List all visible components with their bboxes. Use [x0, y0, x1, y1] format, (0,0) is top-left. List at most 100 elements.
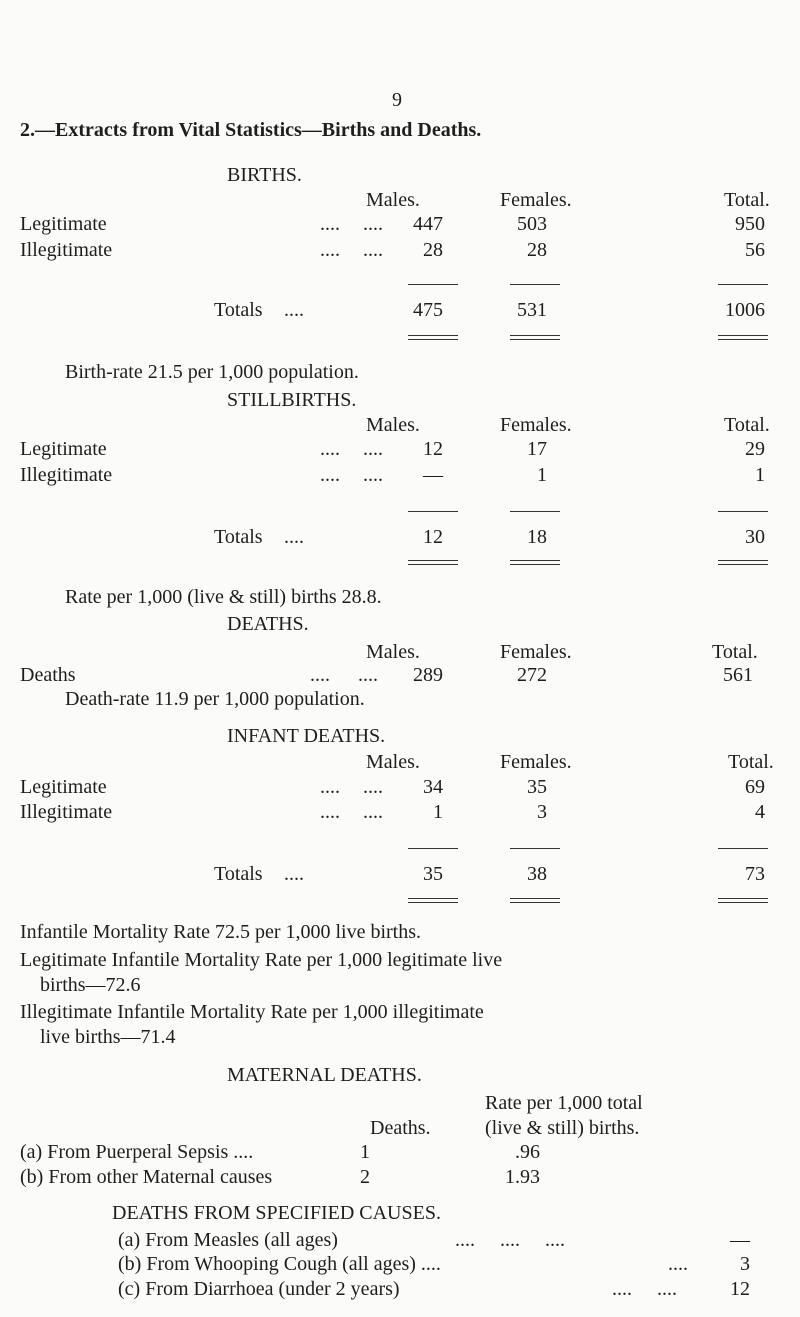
row-label: Legitimate — [20, 213, 107, 235]
leader: .... — [320, 213, 340, 235]
divider — [718, 898, 768, 903]
total-value: 29 — [745, 438, 765, 460]
divider — [408, 511, 458, 512]
row-label: Legitimate — [20, 438, 107, 460]
divider — [718, 511, 768, 512]
section-title-births: BIRTHS. — [227, 164, 302, 186]
total-value: 1 — [755, 464, 765, 486]
row-label: (a) From Puerperal Sepsis .... — [20, 1141, 254, 1163]
females-value: 3 — [537, 801, 547, 823]
col-males: Males. — [366, 189, 420, 211]
males-value: 28 — [423, 239, 443, 261]
leader: .... — [320, 801, 340, 823]
leader: .... — [320, 239, 340, 261]
total-value: 4 — [755, 801, 765, 823]
row-label: (c) From Diarrhoea (under 2 years) — [118, 1278, 400, 1300]
row-label: (b) From Whooping Cough (all ages) .... — [118, 1253, 441, 1275]
females-value: 503 — [517, 213, 547, 235]
total-value: 69 — [745, 776, 765, 798]
divider — [408, 560, 458, 565]
illegit-mortality-value: live births—71.4 — [40, 1026, 176, 1048]
divider — [408, 898, 458, 903]
deaths-value: 2 — [360, 1166, 370, 1188]
stillbirth-rate-note: Rate per 1,000 (live & still) births 28.… — [65, 586, 382, 608]
section-title-stillbirths: STILLBIRTHS. — [227, 389, 357, 411]
divider — [718, 335, 768, 340]
leader: .... — [363, 213, 383, 235]
value: 12 — [730, 1278, 750, 1300]
row-label: Totals — [214, 299, 263, 321]
males-value: 1 — [433, 801, 443, 823]
col-rate: Rate per 1,000 total — [485, 1092, 643, 1114]
illegit-mortality-note: Illegitimate Infantile Mortality Rate pe… — [20, 1001, 484, 1023]
grand-total: 73 — [745, 863, 765, 885]
leader: .... — [363, 438, 383, 460]
col-females: Females. — [500, 641, 572, 663]
col-total: Total. — [724, 189, 770, 211]
leader: .... — [284, 526, 304, 548]
females-value: 1 — [537, 464, 547, 486]
leader: .... — [358, 664, 378, 686]
col-females: Females. — [500, 414, 572, 436]
leader: .... — [284, 299, 304, 321]
legit-mortality-note: Legitimate Infantile Mortality Rate per … — [20, 949, 503, 971]
row-label: Illegitimate — [20, 239, 113, 261]
section-title-specified: DEATHS FROM SPECIFIED CAUSES. — [112, 1202, 441, 1224]
females-total: 38 — [527, 863, 547, 885]
value: — — [730, 1229, 750, 1251]
males-value: 34 — [423, 776, 443, 798]
leader: .... — [363, 464, 383, 486]
leader: .... — [320, 776, 340, 798]
col-deaths: Deaths. — [370, 1117, 431, 1139]
divider — [510, 511, 560, 512]
col-rate-cont: (live & still) births. — [485, 1117, 640, 1139]
males-value: — — [423, 464, 443, 486]
row-label: Legitimate — [20, 776, 107, 798]
col-total: Total. — [712, 641, 758, 663]
divider — [510, 898, 560, 903]
leader: .... — [363, 239, 383, 261]
leader: .... — [363, 776, 383, 798]
deaths-value: 1 — [360, 1141, 370, 1163]
males-value: 447 — [413, 213, 443, 235]
col-males: Males. — [366, 414, 420, 436]
section-title-deaths: DEATHS. — [227, 613, 309, 635]
col-males: Males. — [366, 751, 420, 773]
total-value: 950 — [735, 213, 765, 235]
leader: .... — [363, 801, 383, 823]
divider — [718, 560, 768, 565]
col-females: Females. — [500, 751, 572, 773]
row-label: Totals — [214, 863, 263, 885]
row-label: Totals — [214, 526, 263, 548]
page-title: 2.—Extracts from Vital Statistics—Births… — [20, 119, 482, 141]
infant-mortality-note: Infantile Mortality Rate 72.5 per 1,000 … — [20, 921, 422, 943]
section-title-maternal: MATERNAL DEATHS. — [227, 1064, 422, 1086]
col-total: Total. — [724, 414, 770, 436]
leader: .... — [320, 438, 340, 460]
col-males: Males. — [366, 641, 420, 663]
leader: .... — [668, 1253, 688, 1275]
grand-total: 1006 — [725, 299, 765, 321]
row-label: (b) From other Maternal causes — [20, 1166, 273, 1188]
death-rate-note: Death-rate 11.9 per 1,000 population. — [65, 688, 365, 710]
females-value: 17 — [527, 438, 547, 460]
females-value: 28 — [527, 239, 547, 261]
grand-total: 30 — [745, 526, 765, 548]
row-label: Illegitimate — [20, 464, 113, 486]
males-total: 475 — [413, 299, 443, 321]
leader: .... .... .... — [455, 1229, 565, 1251]
value: 3 — [740, 1253, 750, 1275]
divider — [718, 848, 768, 849]
col-females: Females. — [500, 189, 572, 211]
divider — [510, 560, 560, 565]
divider — [510, 284, 560, 285]
divider — [510, 335, 560, 340]
divider — [408, 848, 458, 849]
females-value: 35 — [527, 776, 547, 798]
leader: .... .... — [612, 1278, 677, 1300]
section-title-infant-deaths: INFANT DEATHS. — [227, 725, 386, 747]
legit-mortality-value: births—72.6 — [40, 974, 141, 996]
females-total: 18 — [527, 526, 547, 548]
males-value: 12 — [423, 438, 443, 460]
females-total: 531 — [517, 299, 547, 321]
